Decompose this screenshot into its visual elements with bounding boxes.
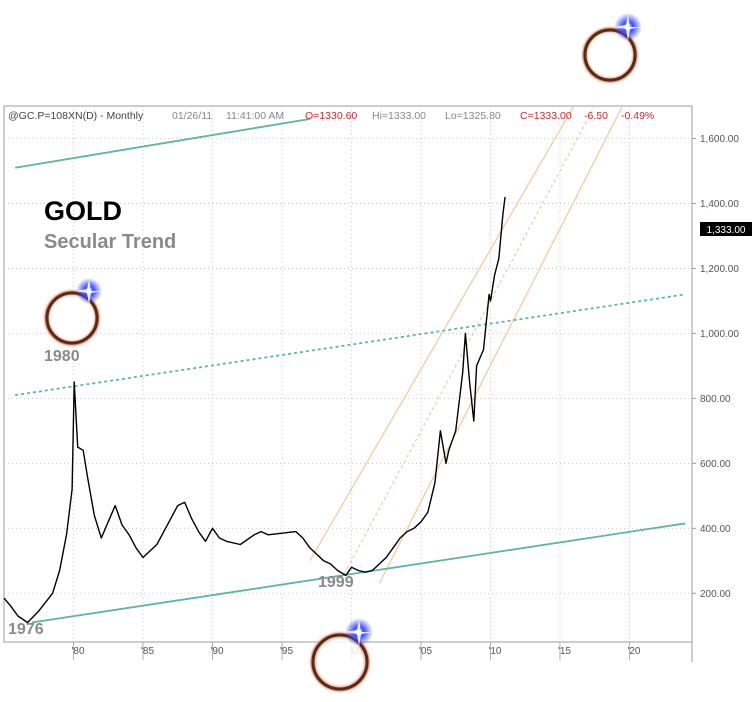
trend-lines — [14, 118, 686, 624]
header-change: -6.50 — [584, 110, 608, 122]
x-ticks: '80'85'90'95'00'05'10'15'20 — [71, 642, 641, 660]
channel-line — [378, 105, 624, 584]
x-tick-label: '15 — [558, 646, 571, 657]
x-tick-label: '20 — [627, 646, 640, 657]
y-tick-label: 600.00 — [700, 459, 731, 470]
chart-header: @GC.P=108XN(D) - Monthly 01/26/11 11:41:… — [8, 110, 654, 122]
header-symbol: @GC.P=108XN(D) - Monthly — [8, 110, 144, 122]
y-tick-label: 1,000.00 — [700, 329, 739, 340]
y-tick-label: 400.00 — [700, 524, 731, 535]
x-tick-label: '80 — [71, 646, 84, 657]
annotation-1999: 1999 — [318, 574, 354, 591]
x-tick-label: '90 — [210, 646, 223, 657]
y-tick-label: 200.00 — [700, 589, 731, 600]
y-tick-label: 1,200.00 — [700, 264, 739, 275]
channel-line — [343, 105, 596, 575]
x-tick-label: '05 — [419, 646, 432, 657]
header-change-pct: -0.49% — [621, 110, 654, 122]
y-tick-label: 1,400.00 — [700, 199, 739, 210]
header-close: C=1333.00 — [520, 110, 572, 122]
x-tick-label: '10 — [488, 646, 501, 657]
header-high: Hi=1333.00 — [372, 110, 426, 122]
grid — [4, 106, 692, 642]
header-low: Lo=1325.80 — [445, 110, 501, 122]
annotation-1980: 1980 — [44, 348, 80, 365]
chart-subtitle: Secular Trend — [44, 231, 176, 253]
channel-lines — [309, 105, 624, 584]
y-tick-label: 800.00 — [700, 394, 731, 405]
ring-star-icon — [42, 278, 102, 348]
plot-frame — [3, 105, 693, 643]
x-tick-label: '95 — [280, 646, 293, 657]
price-tag-label: 1,333.00 — [707, 225, 746, 236]
chart-title: GOLD — [44, 196, 122, 226]
trend-line — [14, 118, 310, 169]
header-time: 11:41:00 AM — [226, 110, 284, 122]
trend-line — [14, 293, 686, 397]
price-line — [3, 196, 506, 624]
x-tick-label: '85 — [141, 646, 154, 657]
ring-star-icon — [308, 618, 373, 694]
trend-line — [31, 522, 686, 624]
header-date: 01/26/11 — [172, 110, 212, 122]
channel-line — [309, 105, 575, 562]
y-ticks: 200.00 400.00 600.00 800.00 1,000.00 1,200.00… — [692, 134, 739, 600]
y-tick-label: 1,600.00 — [700, 134, 739, 145]
price-series — [3, 196, 506, 624]
annotation-1976: 1976 — [8, 621, 44, 638]
header-open: O=1330.60 — [305, 110, 357, 122]
ring-star-icon — [580, 13, 642, 85]
price-tag — [700, 222, 752, 236]
